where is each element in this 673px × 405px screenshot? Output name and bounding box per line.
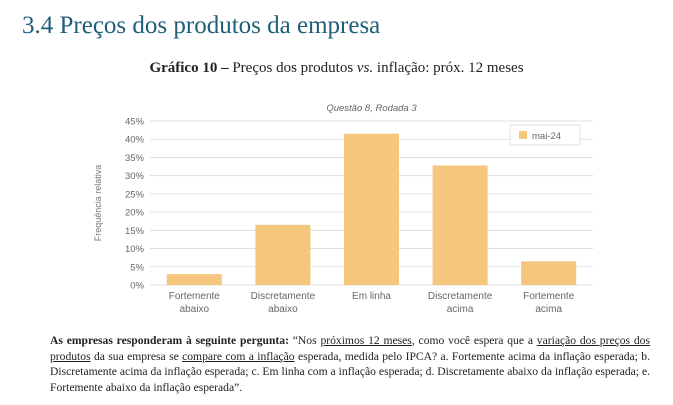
note-text-2: , como você espera que a [411, 334, 537, 347]
figure-caption: Gráfico 10 – Preços dos produtos vs. inf… [0, 60, 673, 77]
y-tick-label: 10% [125, 244, 145, 255]
x-tick-label: abaixo [268, 304, 298, 315]
y-tick-label: 0% [130, 281, 144, 292]
y-tick-label: 20% [125, 208, 145, 219]
figure-caption-vs: vs. [356, 60, 374, 76]
bar [255, 224, 311, 285]
chart-svg: Questão 8, Rodada 3 0% 5% 10% 15% 20% 25% 30% 35… [93, 103, 593, 315]
y-tick-label: 45% [125, 117, 145, 128]
y-tick-label: 35% [125, 153, 145, 164]
note-underline-1: próximos 12 meses [320, 334, 412, 347]
note-underline-2: variação dos preços dos produtos [50, 334, 650, 363]
note-text-1: “Nos [288, 334, 321, 347]
x-tick-label: Fortemente [169, 291, 221, 302]
y-tick-label: 5% [130, 262, 144, 273]
note-text-4: esperada, medida pelo IPCA? a. Fortement… [50, 349, 650, 394]
note-text-3: da sua empresa se [90, 349, 183, 363]
x-tick-label: acima [447, 304, 474, 315]
figure-caption-post: inflação: próx. 12 meses [373, 60, 524, 76]
y-tick-label: 30% [125, 171, 145, 182]
x-tick-label: Discretamente [251, 291, 316, 302]
note-underline-3: compare com a inflação [182, 349, 295, 363]
x-tick-label: Em linha [352, 291, 391, 302]
figure-dash: – [217, 60, 233, 76]
x-tick-label: abaixo [180, 304, 210, 315]
legend-box [509, 124, 581, 146]
note-lead: As empresas responderam à seguinte pergu… [50, 334, 289, 347]
y-axis-label: Frequência relativa [93, 165, 103, 242]
section-title: Preços dos produtos da empresa [59, 12, 381, 39]
x-tick-label: Fortemente [523, 291, 575, 302]
section-heading: 3.4 Preços dos produtos da empresa [22, 12, 380, 40]
section-number: 3.4 [22, 12, 54, 39]
x-tick-label: acima [535, 304, 562, 315]
bar [166, 274, 222, 285]
bar [344, 133, 399, 285]
y-tick-label: 25% [125, 189, 145, 200]
figure-label: Gráfico 10 [149, 60, 218, 76]
bar [432, 165, 488, 285]
legend-swatch [519, 131, 527, 139]
x-tick-label: Discretamente [428, 291, 493, 302]
chart-title: Questão 8, Rodada 3 [326, 103, 417, 114]
y-tick-label: 15% [125, 226, 145, 237]
legend-label: mai-24 [532, 131, 561, 142]
figure-caption-pre: Preços dos produtos [232, 60, 357, 76]
survey-question-note: As empresas responderam à seguinte pergu… [50, 333, 650, 395]
chart: Questão 8, Rodada 3 0% 5% 10% 15% 20% 25% 30% 35… [88, 97, 608, 325]
y-tick-label: 40% [125, 135, 145, 146]
bar [521, 261, 577, 285]
